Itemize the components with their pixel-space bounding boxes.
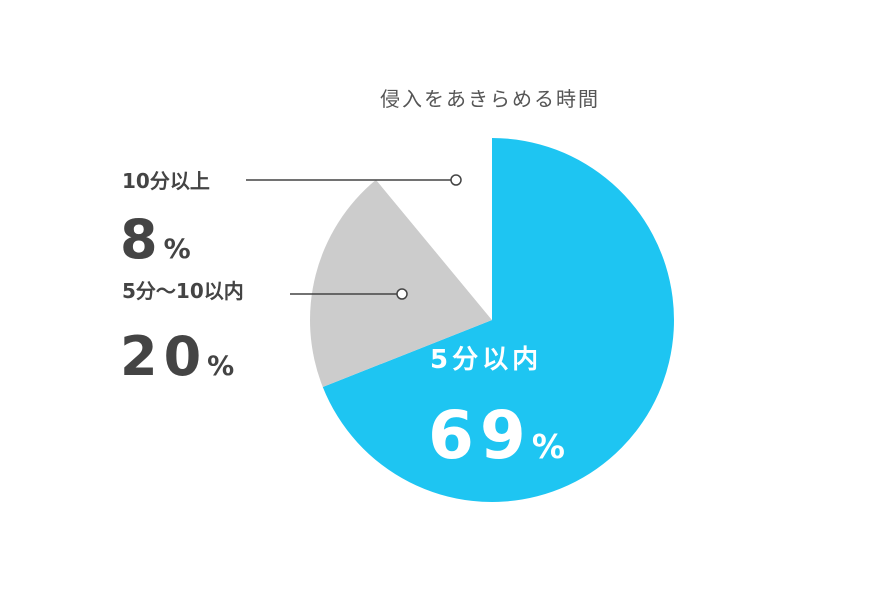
value-label: 69% bbox=[428, 397, 571, 474]
slice-label: 5分以内 bbox=[430, 345, 542, 375]
value-label: 8% bbox=[120, 208, 197, 271]
leader-dot bbox=[450, 174, 462, 186]
leader-dot bbox=[396, 288, 408, 300]
value-label: 20% bbox=[120, 325, 240, 388]
pie-slice bbox=[375, 141, 492, 320]
pie-slice bbox=[309, 179, 492, 387]
slice-label: 10分以上 bbox=[122, 169, 210, 193]
pie-slice bbox=[322, 138, 675, 502]
chart-title: 侵入をあきらめる時間 bbox=[380, 87, 600, 111]
slice-label: 5分〜10以内 bbox=[122, 279, 244, 303]
